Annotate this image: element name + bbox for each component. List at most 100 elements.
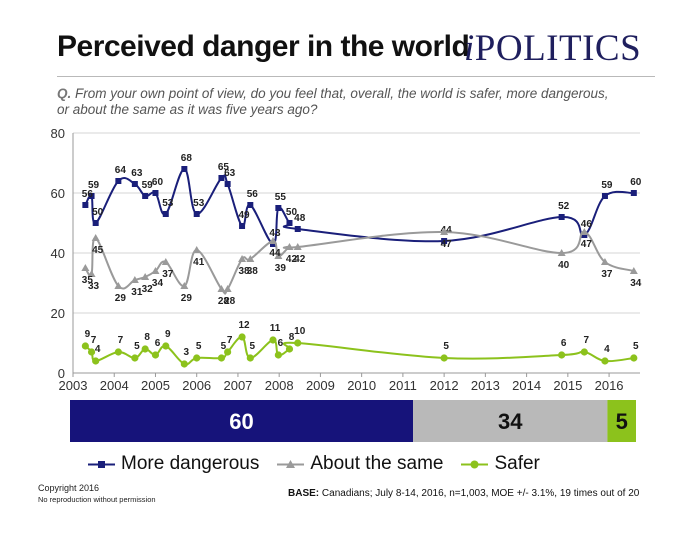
about-the-same-data-label: 32 (142, 284, 154, 295)
more-dangerous-point (162, 211, 169, 217)
x-tick-label: 2004 (100, 378, 129, 393)
y-tick-label: 60 (51, 186, 65, 201)
about-the-same-point (161, 258, 170, 265)
more-dangerous-point (601, 193, 608, 199)
safer-data-label: 10 (294, 326, 306, 337)
safer-point (601, 357, 609, 365)
about-the-same-point (238, 255, 247, 262)
about-the-same-data-label: 31 (131, 287, 143, 298)
brand-logo: iPOLITICS (464, 27, 641, 70)
safer-point (180, 360, 188, 368)
safer-point (246, 354, 254, 362)
safer-data-label: 7 (584, 335, 590, 346)
reproduction-notice: No reproduction without permission (38, 495, 156, 504)
about-the-same-point (130, 276, 139, 283)
safer-data-label: 9 (85, 329, 91, 340)
survey-question: Q. From your own point of view, do you f… (57, 86, 617, 118)
about-the-same-data-label: 37 (601, 269, 613, 280)
safer-point (630, 354, 638, 362)
x-tick-label: 2016 (595, 378, 624, 393)
legend-marker-icon (88, 460, 115, 468)
about-the-same-point (557, 249, 566, 256)
about-the-same-data-label: 33 (88, 281, 100, 292)
about-the-same-data-label: 35 (82, 275, 94, 286)
safer-point (92, 357, 100, 365)
x-tick-label: 2005 (141, 378, 170, 393)
more-dangerous-point (224, 181, 231, 187)
page-title: Perceived danger in the world (57, 30, 470, 63)
legend-item: Safer (461, 453, 540, 475)
about-the-same-data-label: 44 (269, 248, 281, 259)
more-dangerous-data-label: 52 (558, 201, 570, 212)
about-the-same-point (114, 282, 123, 289)
safer-point (269, 336, 277, 344)
safer-data-label: 7 (118, 335, 124, 346)
safer-point (131, 354, 139, 362)
x-tick-label: 2010 (347, 378, 376, 393)
legend-marker-icon (277, 459, 305, 468)
base-note: BASE: Canadians; July 8-14, 2016, n=1,00… (288, 488, 639, 499)
about-the-same-data-label: 42 (286, 254, 298, 265)
x-tick-label: 2008 (265, 378, 294, 393)
more-dangerous-data-label: 43 (269, 228, 281, 239)
x-tick-label: 2003 (59, 378, 88, 393)
more-dangerous-data-label: 60 (630, 177, 642, 188)
more-dangerous-data-label: 53 (162, 198, 174, 209)
legend-label: Safer (494, 453, 540, 474)
more-dangerous-data-label: 68 (181, 153, 193, 164)
safer-point (558, 351, 566, 359)
about-the-same-point (600, 258, 609, 265)
more-dangerous-point (193, 211, 200, 217)
about-the-same-data-label: 45 (92, 245, 104, 256)
x-tick-label: 2013 (471, 378, 500, 393)
more-dangerous-point (275, 205, 282, 211)
safer-data-label: 5 (196, 341, 202, 352)
safer-point (294, 339, 302, 347)
about-the-same-point (180, 282, 189, 289)
safer-data-label: 4 (95, 344, 101, 355)
more-dangerous-data-label: 64 (115, 165, 127, 176)
more-dangerous-point (239, 223, 246, 229)
brand-logo-i: i (464, 28, 475, 69)
stacked-bar-label: 5 (616, 409, 628, 434)
chart-legend: More dangerous About the same Safer (88, 453, 558, 475)
more-dangerous-data-label: 56 (247, 189, 259, 200)
about-the-same-data-label: 42 (294, 254, 306, 265)
about-the-same-point (91, 234, 100, 241)
base-label: BASE: (288, 488, 320, 499)
stacked-bar-segment (607, 400, 636, 442)
about-the-same-point (293, 243, 302, 250)
safer-point (193, 354, 201, 362)
safer-data-label: 8 (289, 332, 295, 343)
about-the-same-point (192, 246, 201, 253)
more-dangerous-point (115, 178, 122, 184)
safer-data-label: 12 (239, 320, 251, 331)
safer-point (141, 345, 149, 353)
safer-point (238, 333, 246, 341)
more-dangerous-data-label: 63 (224, 168, 236, 179)
safer-data-label: 3 (184, 347, 190, 358)
safer-data-label: 4 (604, 344, 610, 355)
about-the-same-point (629, 267, 638, 274)
safer-point (151, 351, 160, 359)
about-the-same-data-label: 47 (441, 239, 453, 250)
y-tick-label: 80 (51, 126, 65, 141)
more-dangerous-point (88, 193, 95, 199)
about-the-same-data-label: 39 (275, 263, 287, 274)
stacked-bar-segment (413, 400, 608, 442)
x-tick-label: 2007 (223, 378, 252, 393)
about-the-same-data-label: 34 (152, 278, 164, 289)
x-tick-label: 2014 (512, 378, 541, 393)
safer-data-label: 11 (270, 323, 281, 334)
more-dangerous-point (286, 220, 293, 226)
about-the-same-data-label: 28 (218, 296, 230, 307)
safer-point (81, 342, 89, 350)
about-the-same-data-label: 40 (558, 260, 570, 271)
legend-item: About the same (277, 453, 443, 475)
safer-data-label: 5 (134, 341, 140, 352)
stacked-bar-segment (70, 400, 414, 442)
safer-point (440, 354, 448, 362)
more-dangerous-point (82, 202, 89, 208)
more-dangerous-point (181, 166, 188, 172)
safer-point (114, 348, 122, 356)
